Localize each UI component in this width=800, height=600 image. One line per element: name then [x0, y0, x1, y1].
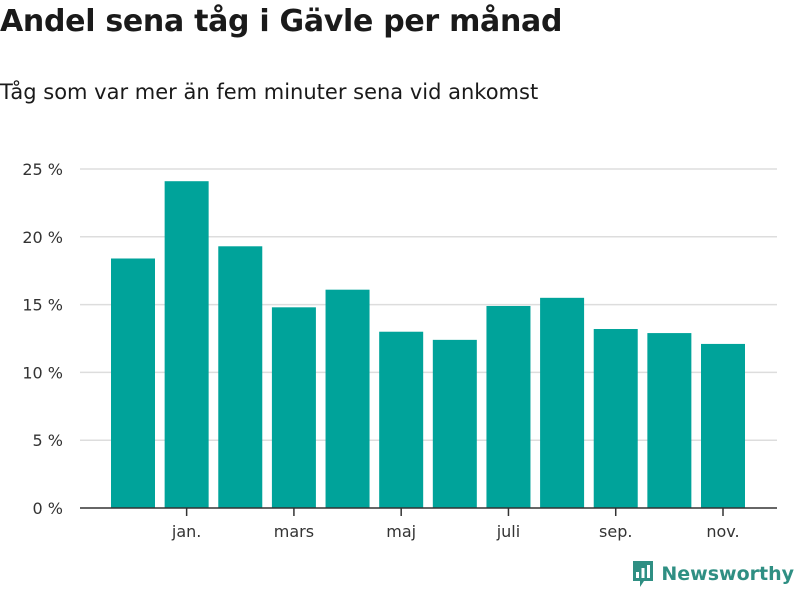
bars: [111, 181, 745, 509]
bar-apr: [325, 289, 370, 508]
bar-feb: [218, 246, 263, 509]
bar-sep: [593, 329, 638, 508]
y-tick-label: 5 %: [33, 431, 63, 450]
y-tick-label: 25 %: [22, 160, 63, 179]
x-tick-label: mars: [274, 522, 314, 541]
bar-maj: [379, 331, 424, 508]
newsworthy-logo-icon: [633, 561, 654, 587]
brand-name: Newsworthy: [661, 563, 794, 585]
y-tick-label: 15 %: [22, 296, 63, 315]
x-axis: [80, 507, 777, 516]
x-tick-label: juli: [496, 522, 520, 541]
y-tick-label: 20 %: [22, 228, 63, 247]
brand-logo: Newsworthy: [631, 560, 794, 588]
bar-nov: [701, 343, 745, 508]
chart-subtitle: Tåg som var mer än fem minuter sena vid …: [0, 80, 539, 104]
x-tick-label: maj: [386, 522, 416, 541]
x-tick-label: nov.: [706, 522, 739, 541]
bar-mars: [271, 307, 316, 508]
tick-labels: 0 % 5 % 10 % 15 % 20 % 25 % jan. mars maj juli sep…: [22, 160, 739, 541]
y-tick-label: 10 %: [22, 363, 63, 382]
bar-aug: [540, 297, 585, 508]
chart-title: Andel sena tåg i Gävle per månad: [0, 4, 563, 39]
bar-dec: [111, 258, 155, 508]
bar-jan: [164, 181, 209, 509]
y-tick-label: 0 %: [33, 499, 63, 518]
bar-okt: [647, 333, 692, 508]
bar-juli: [486, 305, 531, 508]
x-tick-label: sep.: [599, 522, 632, 541]
bar-juni: [432, 339, 477, 508]
x-tick-label: jan.: [171, 522, 201, 541]
